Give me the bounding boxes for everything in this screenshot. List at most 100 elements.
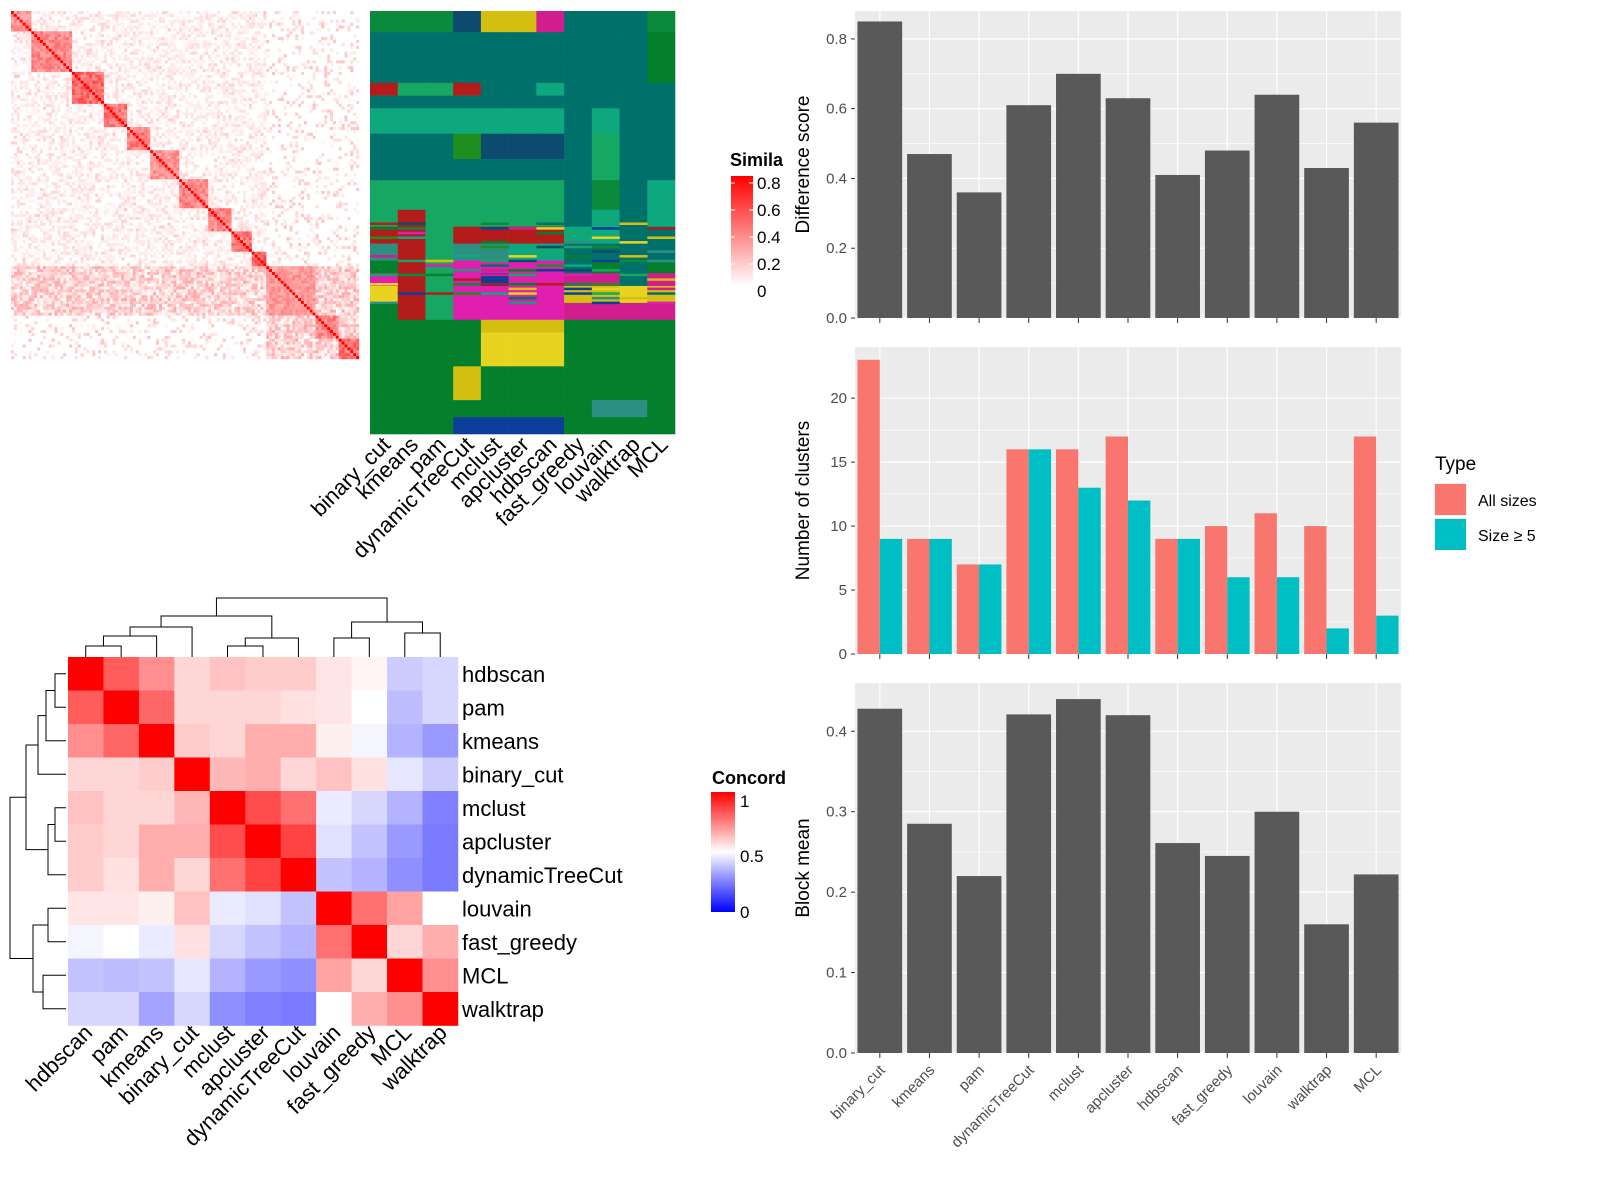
similarity-cell: [295, 25, 299, 29]
similarity-cell: [112, 115, 116, 119]
similarity-cell: [158, 225, 162, 229]
similarity-cell: [63, 28, 67, 32]
similarity-cell: [185, 260, 189, 264]
similarity-cell: [109, 138, 113, 142]
similarity-cell: [289, 199, 293, 203]
similarity-cell: [16, 71, 20, 75]
similarity-cell: [106, 121, 110, 125]
similarity-cell: [228, 115, 232, 119]
similarity-cell: [98, 187, 102, 191]
similarity-cell: [205, 199, 209, 203]
similarity-cell: [179, 138, 183, 142]
similarity-cell: [112, 245, 116, 249]
similarity-cell: [42, 22, 46, 26]
similarity-cell: [83, 92, 87, 96]
similarity-cell: [156, 153, 160, 157]
similarity-cell: [109, 80, 113, 84]
similarity-cell: [277, 182, 281, 186]
similarity-cell: [60, 161, 64, 165]
similarity-cell: [57, 74, 61, 78]
similarity-cell: [34, 40, 38, 44]
similarity-cell: [129, 103, 133, 107]
similarity-cell: [260, 193, 264, 197]
similarity-cell: [31, 150, 35, 154]
similarity-cell: [222, 260, 226, 264]
similarity-cell: [118, 243, 122, 247]
similarity-cell: [69, 193, 73, 197]
similarity-cell: [138, 193, 142, 197]
similarity-cell: [109, 202, 113, 206]
similarity-cell: [25, 257, 29, 261]
similarity-cell: [306, 196, 310, 200]
similarity-cell: [95, 214, 99, 218]
similarity-cell: [37, 179, 41, 183]
similarity-cell: [327, 193, 331, 197]
similarity-cell: [216, 54, 220, 58]
similarity-cell: [245, 158, 249, 162]
similarity-cell: [127, 156, 131, 160]
similarity-cell: [16, 54, 20, 58]
similarity-cell: [103, 13, 107, 17]
similarity-cell: [141, 100, 145, 104]
similarity-cell: [240, 243, 244, 247]
similarity-cell: [266, 112, 270, 116]
similarity-cell: [318, 240, 322, 244]
similarity-cell: [89, 196, 93, 200]
similarity-cell: [132, 153, 136, 157]
similarity-cell: [240, 248, 244, 252]
similarity-cell: [51, 63, 55, 67]
similarity-cell: [243, 158, 247, 162]
similarity-cell: [121, 98, 125, 102]
similarity-cell: [100, 129, 104, 133]
similarity-cell: [95, 98, 99, 102]
similarity-cell: [63, 42, 67, 46]
similarity-cell: [98, 16, 102, 20]
similarity-cell: [103, 248, 107, 252]
similarity-cell: [205, 129, 209, 133]
similarity-cell: [298, 103, 302, 107]
similarity-cell: [25, 95, 29, 99]
similarity-cell: [11, 28, 15, 32]
similarity-cell: [66, 92, 70, 96]
similarity-cell: [303, 167, 307, 171]
similarity-cell: [153, 158, 157, 162]
similarity-cell: [243, 45, 247, 49]
similarity-cell: [225, 257, 229, 261]
similarity-cell: [248, 57, 252, 61]
similarity-cell: [95, 95, 99, 99]
similarity-cell: [42, 63, 46, 67]
similarity-cell: [48, 11, 52, 15]
similarity-cell: [60, 216, 64, 220]
similarity-cell: [222, 66, 226, 70]
similarity-cell: [182, 187, 186, 191]
similarity-cell: [245, 156, 249, 160]
similarity-cell: [205, 77, 209, 81]
similarity-cell: [22, 144, 26, 148]
similarity-cell: [124, 179, 128, 183]
similarity-cell: [109, 254, 113, 258]
similarity-cell: [45, 66, 49, 70]
similarity-cell: [214, 132, 218, 136]
similarity-cell: [80, 173, 84, 177]
similarity-cell: [16, 202, 20, 206]
similarity-cell: [124, 156, 128, 160]
similarity-cell: [115, 156, 119, 160]
similarity-cell: [222, 92, 226, 96]
similarity-cell: [185, 254, 189, 258]
similarity-cell: [182, 185, 186, 189]
similarity-cell: [350, 11, 354, 15]
similarity-cell: [208, 205, 212, 209]
similarity-cell: [100, 196, 104, 200]
similarity-cell: [193, 48, 197, 52]
similarity-cell: [167, 225, 171, 229]
similarity-cell: [127, 153, 131, 157]
similarity-cell: [106, 74, 110, 78]
similarity-cell: [150, 16, 154, 20]
similarity-cell: [292, 74, 296, 78]
similarity-cell: [170, 225, 174, 229]
similarity-cell: [153, 51, 157, 55]
similarity-cell: [356, 25, 360, 29]
similarity-cell: [280, 251, 284, 255]
similarity-cell: [135, 19, 139, 23]
similarity-cell: [219, 214, 223, 218]
